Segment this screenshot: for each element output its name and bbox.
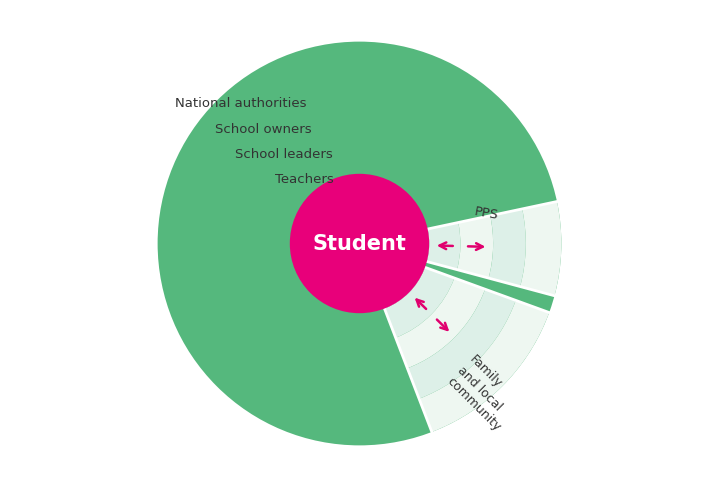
- Text: National authorities: National authorities: [175, 97, 307, 110]
- Wedge shape: [360, 244, 425, 309]
- Text: PPS: PPS: [473, 205, 500, 222]
- Wedge shape: [385, 268, 454, 338]
- Wedge shape: [520, 202, 562, 296]
- Circle shape: [193, 78, 526, 410]
- Wedge shape: [360, 229, 429, 262]
- Text: School owners: School owners: [215, 123, 311, 136]
- Text: Student: Student: [313, 234, 406, 254]
- Wedge shape: [457, 216, 493, 279]
- Wedge shape: [427, 223, 460, 270]
- Wedge shape: [395, 279, 485, 368]
- Wedge shape: [419, 301, 549, 432]
- Text: School leaders: School leaders: [235, 148, 333, 161]
- Text: Family
and local
community: Family and local community: [444, 352, 526, 433]
- Circle shape: [157, 42, 562, 446]
- Text: Teachers: Teachers: [275, 172, 334, 185]
- Circle shape: [290, 174, 429, 314]
- Wedge shape: [408, 289, 516, 399]
- Circle shape: [259, 143, 460, 345]
- Circle shape: [226, 111, 493, 377]
- Wedge shape: [489, 209, 526, 287]
- Circle shape: [290, 174, 429, 314]
